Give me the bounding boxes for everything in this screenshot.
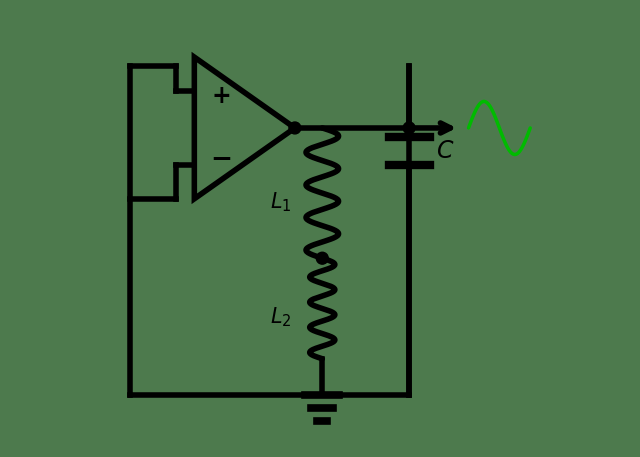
Circle shape — [316, 252, 328, 264]
Text: $L_1$: $L_1$ — [271, 191, 292, 214]
Text: $C$: $C$ — [436, 139, 455, 163]
Text: $L_2$: $L_2$ — [271, 306, 292, 329]
Circle shape — [289, 122, 301, 134]
Text: −: − — [211, 147, 233, 173]
Circle shape — [403, 122, 415, 134]
Text: +: + — [212, 84, 232, 108]
